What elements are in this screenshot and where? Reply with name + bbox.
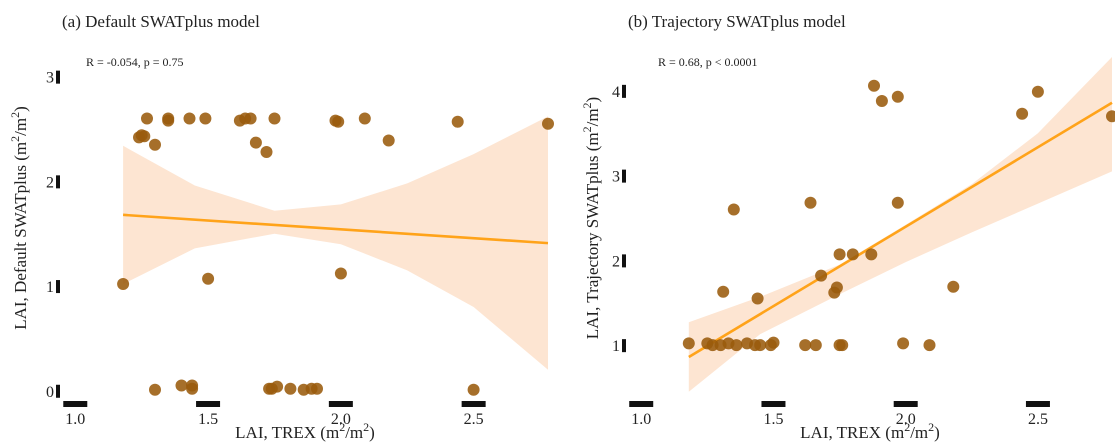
data-point — [897, 337, 910, 350]
data-point — [799, 339, 812, 352]
data-point — [815, 269, 828, 282]
data-point — [260, 146, 273, 158]
chart-title: (b) Trajectory SWATplus model — [628, 12, 846, 31]
x-tick-mark — [63, 401, 88, 407]
x-tick-mark — [761, 401, 786, 407]
y-tick-mark — [622, 84, 626, 98]
data-point — [382, 134, 395, 147]
y-tick-label: 1 — [46, 279, 54, 296]
y-tick-mark — [56, 384, 60, 398]
data-point — [162, 112, 175, 125]
chart-title: (a) Default SWATplus model — [62, 12, 260, 31]
x-tick-mark — [893, 401, 918, 407]
correlation-annotation: R = 0.68, p < 0.0001 — [658, 55, 758, 69]
data-point — [199, 112, 212, 125]
data-point — [804, 196, 817, 209]
y-tick-mark — [56, 175, 60, 189]
data-point — [183, 112, 196, 125]
data-point — [332, 115, 345, 128]
x-axis-label: LAI, TREX (m2/m2) — [235, 420, 375, 442]
data-point — [923, 339, 936, 352]
data-point — [833, 248, 846, 261]
data-point — [754, 339, 767, 352]
data-point — [334, 267, 347, 280]
data-point — [727, 203, 740, 216]
y-tick-label: 1 — [612, 338, 620, 355]
data-point — [186, 382, 199, 395]
x-tick-label: 1.0 — [631, 411, 651, 428]
data-point — [451, 115, 464, 128]
x-tick-label: 2.5 — [1028, 411, 1048, 428]
data-point — [1031, 85, 1044, 98]
y-axis-label: LAI, Default SWATplus (m2/m2) — [8, 106, 30, 330]
data-point — [717, 285, 730, 298]
y-tick-mark — [622, 254, 626, 268]
x-tick-mark — [328, 401, 353, 407]
data-point — [682, 337, 695, 350]
data-point — [311, 382, 323, 395]
data-point — [836, 339, 849, 352]
data-point — [175, 379, 188, 392]
data-point — [891, 196, 904, 209]
data-point — [141, 112, 153, 125]
data-point — [284, 382, 297, 395]
data-point — [467, 383, 480, 396]
x-tick-mark — [196, 401, 221, 407]
x-tick-label: 1.5 — [763, 411, 783, 428]
y-tick-mark — [622, 339, 626, 353]
data-point — [830, 281, 843, 294]
data-point — [202, 272, 215, 285]
x-tick-label: 2.5 — [464, 411, 484, 428]
x-tick-mark — [629, 401, 654, 407]
data-point — [751, 292, 764, 305]
y-tick-label: 0 — [46, 384, 54, 401]
y-tick-label: 3 — [612, 169, 620, 186]
x-tick-mark — [461, 401, 486, 407]
data-point — [846, 248, 859, 261]
data-point — [1106, 110, 1115, 123]
data-point — [865, 248, 878, 261]
confidence-band — [688, 57, 1112, 392]
data-point — [244, 112, 257, 125]
y-tick-label: 4 — [612, 84, 620, 101]
data-point — [149, 138, 161, 151]
correlation-annotation: R = -0.054, p = 0.75 — [86, 55, 184, 69]
data-point — [149, 383, 161, 396]
x-tick-label: 1.0 — [65, 411, 85, 428]
y-axis-label: LAI, Trajectory SWATplus (m2/m2) — [580, 97, 602, 339]
data-point — [138, 130, 151, 143]
data-point — [358, 112, 371, 125]
data-point — [891, 90, 904, 103]
data-point — [249, 136, 262, 149]
x-tick-label: 2.0 — [896, 411, 916, 428]
data-point — [117, 278, 130, 290]
x-tick-mark — [1025, 401, 1050, 407]
data-point — [1016, 107, 1029, 120]
confidence-band — [123, 116, 548, 370]
data-point — [875, 95, 888, 107]
data-point — [730, 339, 743, 352]
data-point — [947, 280, 960, 293]
y-tick-label: 2 — [612, 253, 620, 270]
y-tick-label: 3 — [46, 70, 54, 87]
y-tick-mark — [56, 70, 60, 84]
y-tick-mark — [56, 280, 60, 294]
data-point — [809, 339, 822, 352]
data-point — [268, 112, 281, 125]
regression-line — [122, 213, 549, 245]
x-tick-label: 1.5 — [198, 411, 218, 428]
data-point — [271, 380, 284, 393]
panel-a: (a) Default SWATplus model 1.0 1.5 2.0 2.5 0 1… — [8, 12, 554, 442]
x-tick-label: 2.0 — [331, 411, 351, 428]
y-tick-label: 2 — [46, 174, 54, 191]
regression-line — [688, 101, 1113, 359]
y-tick-mark — [622, 169, 626, 183]
data-point — [542, 117, 554, 130]
panel-b: (b) Trajectory SWATplus model 1.0 1.5 2.0 2.… — [580, 12, 1115, 442]
data-point — [767, 336, 780, 349]
data-point — [868, 79, 880, 92]
x-axis-label: LAI, TREX (m2/m2) — [800, 420, 940, 442]
